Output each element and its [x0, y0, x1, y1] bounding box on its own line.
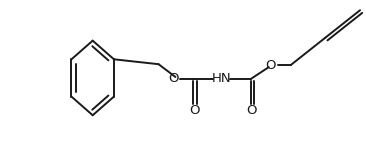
Text: O: O [265, 59, 276, 72]
Text: O: O [168, 72, 179, 86]
Text: O: O [189, 104, 199, 117]
Text: O: O [247, 104, 257, 117]
Text: HN: HN [211, 72, 231, 86]
